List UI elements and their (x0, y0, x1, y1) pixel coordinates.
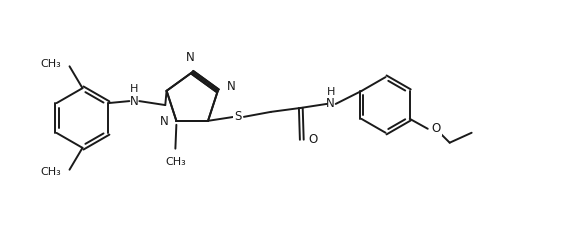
Text: CH₃: CH₃ (165, 157, 186, 167)
Text: S: S (234, 110, 242, 123)
Text: H: H (327, 87, 335, 97)
Text: N: N (327, 97, 335, 110)
Text: N: N (160, 115, 168, 128)
Text: CH₃: CH₃ (41, 167, 61, 177)
Text: N: N (186, 51, 195, 64)
Text: CH₃: CH₃ (41, 59, 61, 69)
Text: O: O (309, 133, 318, 146)
Text: N: N (227, 80, 235, 93)
Text: H: H (130, 84, 138, 94)
Text: N: N (130, 95, 138, 108)
Text: O: O (432, 122, 441, 135)
